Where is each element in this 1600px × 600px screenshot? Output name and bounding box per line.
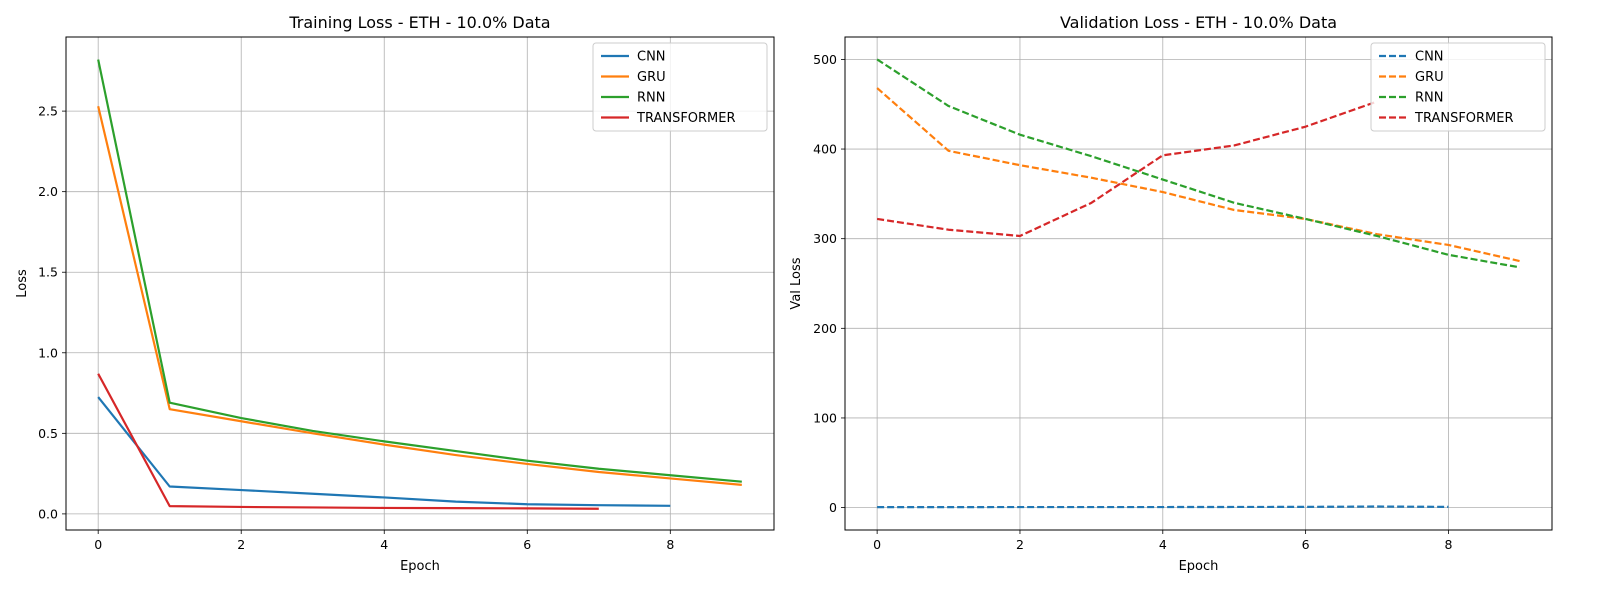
- series-line-rnn: [97, 59, 742, 483]
- chart-title: Validation Loss - ETH - 10.0% Data: [1060, 13, 1337, 32]
- x-axis-label: Epoch: [400, 559, 440, 574]
- series-line-transformer: [876, 100, 1378, 238]
- legend-label-transformer: TRANSFORMER: [1414, 111, 1514, 126]
- legend-label-rnn: RNN: [1415, 91, 1443, 106]
- y-tick-label: 300: [813, 231, 837, 246]
- x-tick-label: 2: [237, 537, 245, 552]
- chart-title: Training Loss - ETH - 10.0% Data: [288, 13, 550, 32]
- y-tick-label: 100: [813, 410, 837, 425]
- series-line-cnn: [877, 505, 1449, 509]
- x-tick-label: 0: [94, 537, 102, 552]
- y-tick-label: 0.0: [38, 506, 58, 521]
- y-tick-label: 1.0: [38, 345, 58, 360]
- legend-label-gru: GRU: [1415, 70, 1444, 85]
- axes-frame: [844, 36, 1553, 531]
- y-tick-label: 200: [813, 321, 837, 336]
- legend-label-transformer: TRANSFORMER: [636, 111, 736, 126]
- x-axis-label: Epoch: [1179, 559, 1219, 574]
- series-line-cnn: [97, 396, 671, 507]
- x-tick-label: 2: [1016, 537, 1024, 552]
- y-tick-label: 0.5: [38, 426, 58, 441]
- series-line-transformer: [97, 373, 599, 510]
- x-tick-label: 4: [1159, 537, 1167, 552]
- legend: [1370, 42, 1546, 132]
- series-line-gru: [97, 106, 742, 486]
- y-tick-label: 2.0: [38, 184, 58, 199]
- x-tick-label: 4: [380, 537, 388, 552]
- legend-label-cnn: CNN: [637, 50, 666, 65]
- series-line-rnn: [876, 58, 1521, 269]
- y-tick-label: 2.5: [38, 104, 58, 119]
- y-axis-label: Loss: [15, 269, 30, 298]
- y-tick-label: 500: [813, 52, 837, 67]
- x-tick-label: 0: [873, 537, 881, 552]
- x-tick-label: 8: [1444, 537, 1452, 552]
- x-tick-label: 6: [1302, 537, 1310, 552]
- y-axis-label: Val Loss: [789, 257, 804, 309]
- legend-label-rnn: RNN: [637, 91, 665, 106]
- y-tick-label: 400: [813, 142, 837, 157]
- training-loss-chart: 0 2 4 6 8 0.0 0.5 1.0 1.5 2.0 2.5 Training Loss - E…: [15, 13, 775, 574]
- legend: [592, 42, 768, 132]
- x-tick-label: 8: [666, 537, 674, 552]
- legend-label-gru: GRU: [637, 70, 666, 85]
- series-line-gru: [876, 87, 1521, 263]
- axes-frame: [65, 36, 775, 531]
- y-tick-label: 1.5: [38, 265, 58, 280]
- legend-label-cnn: CNN: [1415, 50, 1444, 65]
- y-tick-label: 0: [829, 500, 837, 515]
- x-tick-label: 6: [523, 537, 531, 552]
- validation-loss-chart: 0 2 4 6 8 0 100 200 300 400 500 Validation Loss - E…: [789, 13, 1553, 574]
